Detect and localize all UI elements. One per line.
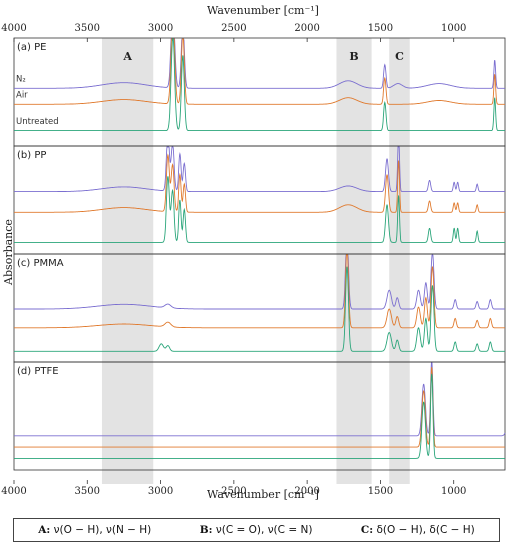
spectrum-n-line xyxy=(14,254,505,310)
tick-label-bottom: 3500 xyxy=(75,486,100,497)
ftir-figure: Wavenumber [cm⁻¹] Wavenumber [cm⁻¹] Abso… xyxy=(1,4,506,501)
tick-label-bottom: 1500 xyxy=(368,486,393,497)
spectrum-n-line xyxy=(14,362,506,437)
tick-label-bottom: 4000 xyxy=(1,486,26,497)
series-label: N₂ xyxy=(16,75,26,85)
band-b xyxy=(336,38,372,484)
tick-label-top: 1500 xyxy=(368,23,393,34)
spectrum-untreated-line xyxy=(14,373,505,459)
x-axis-title-bottom: Wavenumber [cm⁻¹] xyxy=(207,488,319,501)
spectrum-air-line xyxy=(14,254,505,329)
panel-frame xyxy=(13,361,506,471)
panel-label: (a) PE xyxy=(17,42,46,53)
tick-label-bottom: 3000 xyxy=(148,486,173,497)
series-label: Untreated xyxy=(16,117,59,127)
spectrum-untreated-line xyxy=(14,38,505,132)
tick-label-top: 2500 xyxy=(221,23,246,34)
tick-label-top: 2000 xyxy=(294,23,319,34)
band-c xyxy=(389,38,410,484)
spectra-panels: (a) PE N₂ Air Untreated (b) PP (c) PMMA (d) PT… xyxy=(13,37,506,471)
spectrum-air-line xyxy=(14,367,505,448)
x-axis-ticks: 4000 4000 3500 3500 3000 3000 2500 2500 2000 2000… xyxy=(1,23,466,497)
y-axis-title: Absorbance xyxy=(2,219,15,286)
tick-label-top: 4000 xyxy=(1,23,26,34)
tick-label-bottom: 1000 xyxy=(441,486,466,497)
x-axis-title-top: Wavenumber [cm⁻¹] xyxy=(207,4,319,17)
legend-item-c: C: δ(O − H), δ(C − H) xyxy=(360,524,475,536)
tick-label-top: 3000 xyxy=(148,23,173,34)
band-label-a: A xyxy=(122,50,132,63)
shaded-bands: A B C xyxy=(101,38,410,484)
legend-item-b: B: ν(C = O), ν(C = N) xyxy=(199,524,313,536)
panel-1: (b) PP xyxy=(13,145,506,255)
panel-2: (c) PMMA xyxy=(13,253,506,363)
tick-label-top: 3500 xyxy=(75,23,100,34)
series-label: Air xyxy=(16,91,28,101)
band-legend: A: ν(O − H), ν(N − H) B: ν(C = O), ν(C =… xyxy=(13,518,500,542)
band-label-c: C xyxy=(395,50,404,63)
spectrum-untreated-line xyxy=(14,266,505,352)
panel-frame xyxy=(13,37,506,147)
panel-label: (c) PMMA xyxy=(17,258,64,269)
band-label-b: B xyxy=(349,50,358,63)
band-a xyxy=(101,38,154,484)
spectrum-n-line xyxy=(14,146,505,193)
panel-3: (d) PTFE xyxy=(13,361,506,471)
tick-label-top: 1000 xyxy=(441,23,466,34)
spectrum-air-line xyxy=(14,38,505,105)
panel-0: (a) PE N₂ Air Untreated xyxy=(13,37,506,147)
spectrum-untreated-line xyxy=(14,176,505,243)
spectrum-air-line xyxy=(14,153,505,213)
panel-label: (b) PP xyxy=(17,150,46,161)
legend-item-a: A: ν(O − H), ν(N − H) xyxy=(38,524,152,536)
spectrum-n-line xyxy=(14,38,505,89)
tick-label-bottom: 2500 xyxy=(221,486,246,497)
tick-label-bottom: 2000 xyxy=(294,486,319,497)
panel-label: (d) PTFE xyxy=(17,366,59,377)
